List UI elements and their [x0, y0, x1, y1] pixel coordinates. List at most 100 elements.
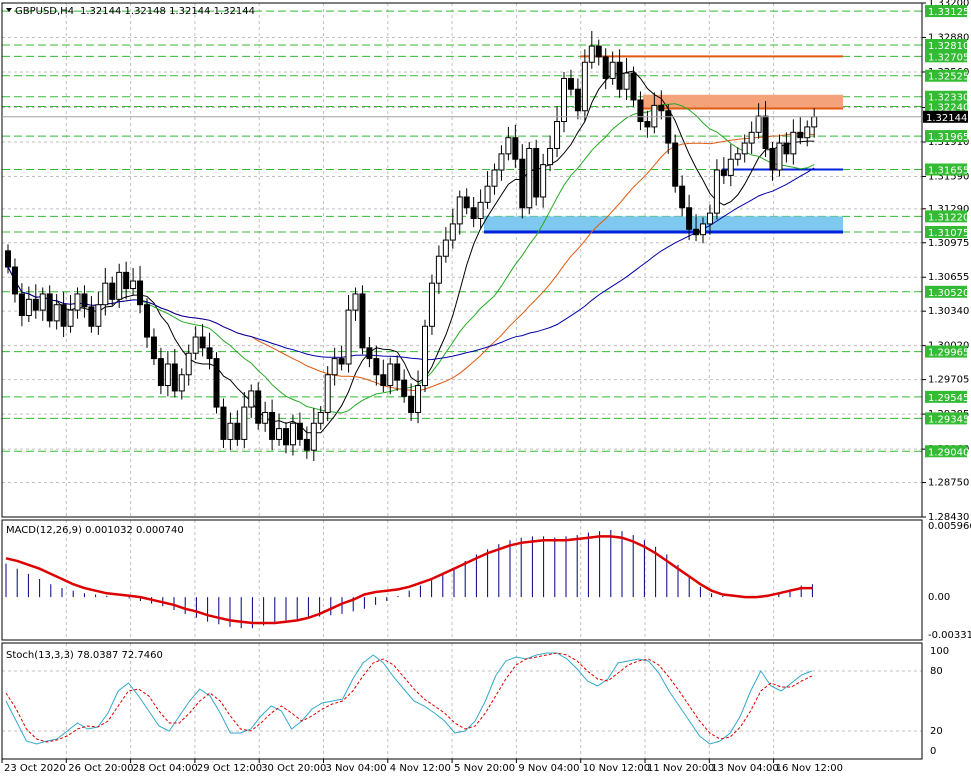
candle-bear	[109, 282, 116, 300]
candle-bull	[449, 223, 456, 241]
candle-bull	[484, 185, 491, 203]
candle-bull	[776, 142, 783, 171]
candle-bull	[331, 358, 338, 376]
level-price-tag	[925, 445, 967, 458]
level-price-label: 1.29965	[928, 348, 969, 359]
panel-frame	[1, 642, 923, 760]
time-axis: 23 Oct 2020 26 Oct 20:00 28 Oct 04:00 29 Oc…	[1, 759, 843, 774]
candle-bear	[616, 61, 623, 90]
time-tick-label: 28 Oct 04:00	[133, 763, 198, 774]
stoch-main-line	[5, 652, 812, 745]
candle-bull	[811, 116, 818, 128]
candle-bear	[512, 137, 519, 160]
candle-bull	[623, 72, 630, 90]
stoch-tick-label: 20	[930, 726, 943, 737]
candle-bull	[387, 363, 394, 387]
time-tick-label: 5 Nov 20:00	[454, 763, 515, 774]
candle-bull	[554, 121, 561, 149]
candle-bear	[220, 406, 227, 440]
candle-bull	[442, 239, 449, 257]
candle-bull	[130, 280, 137, 290]
candle-bear	[46, 293, 53, 322]
time-tick-label: 4 Nov 12:00	[390, 763, 451, 774]
candle-bear	[665, 110, 672, 144]
candle-bear	[123, 271, 130, 290]
chart-header: GBPUSD,H4 1.32144 1.32148 1.32144 1.3214…	[6, 6, 255, 17]
price-tick-label: 1.28430	[928, 512, 969, 523]
support-zone	[484, 216, 843, 232]
candle-bull	[804, 126, 811, 139]
level-price-tag	[925, 412, 967, 425]
stoch-signal-line	[5, 652, 813, 743]
resistance-zone	[643, 94, 843, 109]
macd-tick-label: -0.003316	[928, 630, 971, 641]
candle-bull	[588, 45, 595, 63]
time-tick-label: 9 Nov 04:00	[518, 763, 579, 774]
macd-signal-line	[5, 535, 813, 625]
candle-bull	[67, 309, 74, 327]
candle-bear	[470, 207, 477, 220]
candle-bull	[581, 61, 588, 112]
candle-bull	[415, 385, 422, 413]
candle-bear	[144, 304, 150, 338]
candle-bull	[651, 104, 658, 128]
candle-bear	[567, 77, 574, 90]
candle-bull	[116, 271, 123, 300]
candle-bull	[352, 293, 359, 311]
level-price-label: 1.29345	[928, 414, 969, 425]
level-price-tag	[925, 50, 967, 63]
candle-bull	[248, 390, 255, 408]
level-price-tag	[925, 225, 967, 238]
candle-bear	[630, 72, 637, 101]
candle-bull	[310, 422, 317, 451]
candle-bull	[727, 158, 734, 176]
candle-bear	[463, 196, 470, 209]
level-price-label: 1.31075	[928, 228, 969, 239]
candle-bull	[741, 142, 748, 155]
candle-bull	[491, 169, 498, 187]
candle-bear	[408, 395, 415, 413]
candle-bull	[755, 115, 762, 133]
panel-frame	[1, 519, 923, 641]
candle-bull	[477, 201, 484, 220]
candle-bull	[609, 61, 616, 79]
candle-bear	[137, 280, 144, 306]
level-price-label: 1.29545	[928, 393, 969, 404]
price-tick-label: 1.28750	[928, 478, 969, 489]
candle-bull	[25, 298, 32, 316]
candle-bear	[373, 358, 380, 376]
candle-bull	[324, 374, 331, 413]
price-tick-label: 1.31910	[928, 137, 969, 148]
candle-bear	[720, 169, 727, 176]
dropdown-triangle-icon[interactable]	[6, 8, 12, 12]
candle-bull	[505, 137, 512, 155]
candle-bear	[394, 363, 401, 381]
candle-bear	[769, 147, 776, 171]
candle-bull	[241, 406, 248, 440]
candle-bull	[102, 282, 109, 306]
candlesticks	[5, 31, 818, 461]
candle-bull	[192, 336, 199, 354]
level-price-tag	[925, 69, 967, 82]
candle-bear	[658, 104, 665, 112]
candle-bull	[748, 131, 755, 144]
candle-bear	[213, 358, 220, 408]
stoch-tick-label: 80	[930, 666, 943, 677]
candle-bull	[790, 131, 797, 155]
candle-bear	[32, 298, 39, 311]
candle-bear	[686, 207, 693, 230]
level-price-tag	[925, 285, 967, 298]
candle-bear	[693, 228, 700, 236]
candle-bull	[317, 411, 324, 424]
level-price-tag	[925, 5, 967, 18]
candle-bull	[435, 255, 442, 284]
grid	[1, 2, 922, 759]
candle-bull	[185, 352, 192, 376]
candle-bear	[234, 422, 241, 440]
level-price-label: 1.32330	[928, 93, 969, 104]
level-price-label: 1.29040	[928, 447, 969, 458]
level-price-label: 1.33125	[928, 7, 969, 18]
price-tick-label: 1.30340	[928, 306, 969, 317]
level-price-label: 1.31220	[928, 212, 969, 223]
